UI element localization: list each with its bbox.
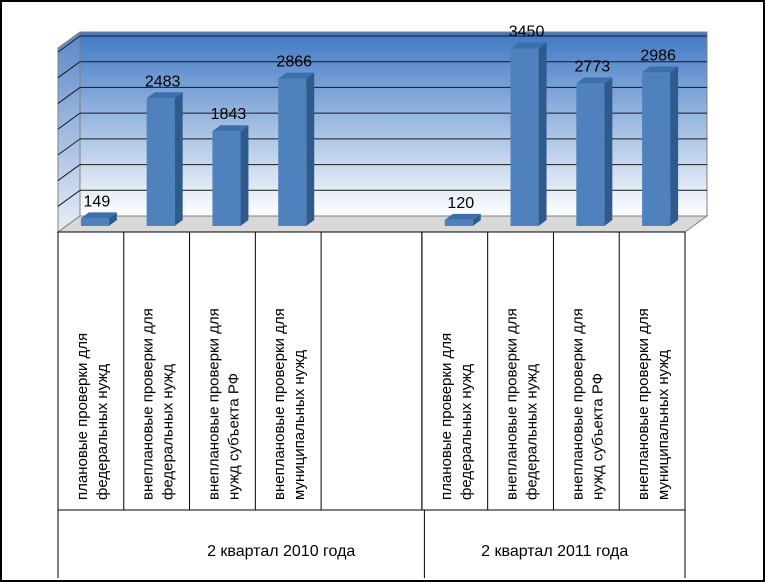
- bar-side: [240, 125, 249, 226]
- bar: [212, 131, 241, 226]
- data-label: 120: [447, 195, 474, 212]
- side-wall: [57, 31, 81, 233]
- bar-side: [670, 66, 679, 226]
- bar-top: [510, 42, 547, 49]
- bar-top: [278, 72, 315, 79]
- data-label: 149: [84, 193, 111, 210]
- gridline-side: [57, 35, 81, 53]
- bar-side: [538, 42, 547, 227]
- chart-labels: 149 2483 1843 2866 120 3450 2773 2986 плановые п…: [57, 24, 686, 578]
- bar-top: [576, 77, 613, 84]
- category-label: внеплановые проверки для: [205, 308, 222, 500]
- category-label: муниципальных нужд: [291, 350, 308, 500]
- data-label: 2866: [276, 54, 312, 71]
- bar-top: [642, 66, 679, 73]
- category-label: муниципальных нужд: [655, 350, 672, 500]
- data-label: 3450: [509, 24, 545, 41]
- bar-top: [212, 125, 249, 132]
- gridline-side: [57, 189, 81, 207]
- gridline-side: [57, 112, 81, 130]
- category-label: нужд субъекта РФ: [589, 373, 606, 500]
- category-label: внеплановые проверки для: [635, 308, 652, 500]
- bar-side: [604, 77, 613, 226]
- bar: [642, 72, 671, 226]
- data-label: 2773: [575, 58, 611, 75]
- bar-top: [146, 92, 183, 99]
- bar: [80, 218, 109, 226]
- bar: [510, 48, 539, 227]
- data-label: 1843: [211, 106, 247, 123]
- bar-side: [174, 92, 183, 226]
- category-label: федеральных нужд: [160, 364, 177, 500]
- data-label: 2986: [640, 47, 676, 64]
- category-label: плановые проверки для: [438, 333, 455, 500]
- category-axis-table: плановые проверки для федеральных нужд вне…: [57, 231, 686, 578]
- gridline-side: [57, 164, 81, 181]
- category-label: плановые проверки для: [74, 333, 91, 500]
- bar: [146, 98, 175, 226]
- gridline-side: [57, 138, 81, 156]
- bar-side: [306, 72, 315, 226]
- category-label: внеплановые проверки для: [271, 308, 288, 500]
- bar: [278, 78, 307, 226]
- category-label: внеплановые проверки для: [569, 308, 586, 500]
- bar: [576, 83, 605, 226]
- group-label: 2 квартал 2010 года: [207, 543, 355, 560]
- group-label: 2 квартал 2011 года: [481, 543, 628, 560]
- category-label: федеральных нужд: [458, 364, 475, 500]
- bar-top: [444, 213, 481, 220]
- bar-side: [108, 212, 117, 226]
- bar-top: [80, 212, 117, 219]
- category-label: федеральных нужд: [94, 364, 111, 500]
- gridline-side: [57, 61, 81, 79]
- category-label: внеплановые проверки для: [140, 308, 157, 500]
- data-label: 2483: [145, 73, 181, 90]
- category-label: внеплановые проверки для: [504, 308, 521, 500]
- category-label: федеральных нужд: [524, 364, 541, 500]
- bar: [444, 219, 473, 226]
- gridline-side: [57, 87, 81, 104]
- category-label: нужд субъекта РФ: [225, 373, 242, 500]
- chart-marks: [80, 42, 679, 227]
- bar-side: [472, 213, 481, 226]
